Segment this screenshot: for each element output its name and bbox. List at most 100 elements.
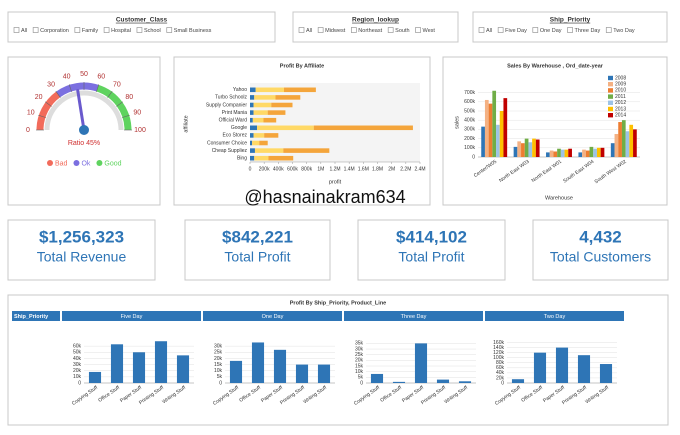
gauge-tick bbox=[96, 84, 100, 93]
bar bbox=[392, 381, 406, 383]
bar bbox=[568, 148, 572, 157]
checkbox[interactable] bbox=[317, 27, 324, 33]
y-tick-label: 40k bbox=[496, 370, 505, 376]
legend-label: 2010 bbox=[615, 88, 626, 94]
y-tick-label: 60k bbox=[496, 365, 505, 371]
x-tick-label: 200k bbox=[259, 166, 270, 172]
checkbox[interactable] bbox=[350, 27, 357, 33]
checkbox[interactable] bbox=[136, 27, 143, 33]
y-tick-label: 20k bbox=[73, 368, 82, 374]
kpi-label: Total Profit bbox=[398, 249, 464, 265]
checkbox[interactable] bbox=[32, 27, 39, 33]
checkbox[interactable] bbox=[298, 27, 305, 33]
gauge-needle bbox=[76, 88, 86, 132]
bar bbox=[600, 147, 605, 157]
legend-swatch bbox=[608, 100, 613, 105]
bar bbox=[585, 150, 590, 157]
filter-option[interactable]: Corporation bbox=[40, 28, 69, 34]
y-tick-label: 10k bbox=[355, 369, 364, 375]
bar bbox=[614, 134, 619, 157]
bar bbox=[555, 347, 569, 383]
gauge-band bbox=[56, 82, 99, 98]
bar-segment bbox=[267, 110, 286, 115]
gauge-tick-label: 60 bbox=[97, 74, 105, 81]
bar-segment bbox=[254, 148, 284, 153]
bar bbox=[176, 355, 190, 383]
legend-label: 2009 bbox=[615, 82, 626, 88]
bar bbox=[458, 381, 472, 383]
filter-box bbox=[472, 11, 668, 43]
bar bbox=[370, 373, 384, 383]
checkbox[interactable] bbox=[13, 27, 20, 33]
checkbox[interactable] bbox=[103, 27, 110, 33]
filter-title: Customer_Class bbox=[116, 17, 168, 24]
gauge-tick-label: 0 bbox=[26, 127, 30, 134]
kpi-card bbox=[184, 219, 331, 281]
gauge-band bbox=[36, 91, 61, 131]
watermark: @hasnainakram634 bbox=[244, 187, 405, 207]
filter-title: Ship_Priority bbox=[550, 17, 591, 24]
filter-option[interactable]: One Day bbox=[540, 28, 562, 34]
checkbox[interactable] bbox=[605, 27, 612, 33]
bar bbox=[317, 364, 331, 383]
bar bbox=[557, 148, 561, 157]
bar-segment bbox=[255, 87, 284, 93]
filter-option[interactable]: South bbox=[395, 28, 409, 34]
chart-title: Five Day bbox=[121, 314, 143, 320]
y-tick-label: 300k bbox=[464, 127, 475, 133]
x-tick-label: 2M bbox=[388, 166, 395, 172]
legend-label: 2014 bbox=[615, 113, 626, 119]
checkbox[interactable] bbox=[166, 27, 173, 33]
legend-label: 2011 bbox=[615, 94, 626, 100]
checkbox[interactable] bbox=[387, 27, 394, 33]
filter-option[interactable]: Two Day bbox=[613, 28, 635, 34]
checkbox[interactable] bbox=[74, 27, 81, 33]
filter-option[interactable]: Midwest bbox=[325, 28, 346, 34]
filter-option[interactable]: Five Day bbox=[505, 28, 527, 34]
y-tick-label: 600k bbox=[464, 99, 475, 105]
bar-segment bbox=[250, 148, 255, 153]
filter-option[interactable]: School bbox=[144, 28, 161, 34]
gauge-hub bbox=[79, 125, 89, 135]
checkbox[interactable] bbox=[478, 27, 485, 33]
bar bbox=[533, 352, 547, 383]
checkbox[interactable] bbox=[497, 27, 504, 33]
x-tick-label: 800k bbox=[301, 166, 312, 172]
filter-option[interactable]: West bbox=[423, 28, 436, 34]
checkbox[interactable] bbox=[532, 27, 539, 33]
y-tick-label: 30k bbox=[355, 346, 364, 352]
filter-option[interactable]: All bbox=[21, 28, 27, 34]
y-tick-label: Bing bbox=[237, 156, 247, 162]
bar-segment bbox=[254, 155, 269, 161]
bar bbox=[251, 342, 265, 383]
y-tick-label: 5k bbox=[217, 374, 223, 380]
filter-option[interactable]: Small Business bbox=[174, 28, 212, 34]
y-tick-label: 100k bbox=[493, 355, 504, 361]
bar-segment bbox=[254, 95, 276, 100]
x-tick-label: 600k bbox=[287, 166, 298, 172]
y-tick-label: 15k bbox=[355, 363, 364, 369]
kpi-card bbox=[357, 219, 506, 281]
checkbox[interactable] bbox=[415, 27, 421, 33]
bar-segment bbox=[313, 125, 413, 131]
bar-segment bbox=[250, 102, 254, 108]
filter-title: Region_lookup bbox=[352, 17, 399, 24]
bar bbox=[593, 148, 597, 157]
bar-segment bbox=[250, 155, 255, 161]
checkbox[interactable] bbox=[567, 27, 573, 33]
filter-option[interactable]: All bbox=[306, 28, 312, 34]
filter-option[interactable]: Family bbox=[82, 28, 98, 34]
bar bbox=[132, 352, 146, 383]
bar bbox=[596, 147, 601, 157]
y-tick-label: Cheap Suppliez bbox=[212, 148, 248, 154]
filter-option[interactable]: All bbox=[486, 28, 492, 34]
y-tick-label: 5k bbox=[358, 375, 364, 381]
bar-segment bbox=[250, 140, 253, 146]
filter-option[interactable]: Hospital bbox=[111, 28, 131, 34]
filter-option[interactable]: Three Day bbox=[575, 28, 601, 34]
y-tick-label: 15k bbox=[214, 362, 223, 368]
y-tick-label: 10k bbox=[214, 368, 223, 374]
y-tick-label: 10k bbox=[73, 374, 82, 380]
filter-option[interactable]: Northeast bbox=[358, 28, 382, 34]
bar-segment bbox=[259, 140, 268, 146]
